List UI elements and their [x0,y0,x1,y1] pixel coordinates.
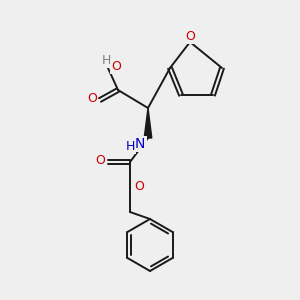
Text: O: O [111,59,121,73]
Text: O: O [87,92,97,106]
Polygon shape [144,108,152,138]
Text: O: O [134,179,144,193]
Text: O: O [185,29,195,43]
Text: O: O [95,154,105,167]
Text: H: H [125,140,135,152]
Text: N: N [135,137,145,151]
Text: H: H [101,53,111,67]
